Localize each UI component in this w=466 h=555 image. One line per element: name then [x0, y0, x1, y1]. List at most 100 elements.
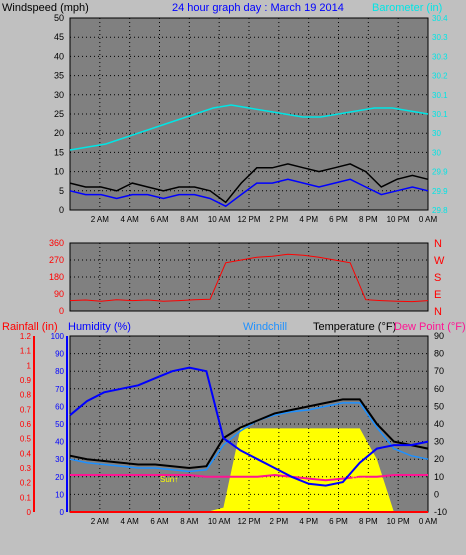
rainfall-tick-label: 0.7	[20, 405, 32, 414]
humidity-tick-label: 60	[55, 402, 64, 411]
rainfall-tick-label: 0	[27, 508, 32, 517]
rainfall-axis-label: Rainfall (in)	[2, 321, 58, 333]
humidity-tick-label: 50	[55, 420, 64, 429]
temperature-x-tick-label: 0 AM	[419, 517, 438, 526]
windspeed-tick-label: 25	[54, 109, 64, 119]
temperature-tick-label: 50	[434, 401, 444, 411]
temperature-tick-label: 0	[434, 489, 439, 499]
windspeed-tick-label: 20	[54, 128, 64, 138]
barometer-tick-label: 29.9	[432, 187, 448, 196]
temperature-tick-label: 80	[434, 349, 444, 359]
humidity-tick-label: 20	[55, 473, 64, 482]
windspeed-tick-label: 40	[54, 51, 64, 61]
wind-direction-tick-label: 360	[49, 238, 64, 248]
wind-direction-tick-label: 0	[59, 306, 64, 316]
barometer-tick-label: 30.3	[432, 52, 448, 61]
windspeed-x-tick-label: 10 PM	[387, 215, 410, 224]
windchill-line	[69, 402, 429, 473]
temperature-x-tick-label: 10 PM	[387, 517, 410, 526]
rainfall-tick-label: 0.6	[20, 420, 32, 429]
windspeed-x-tick-label: 8 PM	[359, 215, 378, 224]
barometer-tick-label: 30.4	[432, 14, 448, 23]
rainfall-tick-label: 1.1	[20, 347, 32, 356]
windspeed-avg-series	[69, 178, 429, 208]
temperature-tick-label: 10	[434, 472, 444, 482]
windspeed-x-tick-label: 4 AM	[121, 215, 140, 224]
humidity-tick-label: 70	[55, 385, 64, 394]
solar-area	[70, 428, 428, 512]
dewpoint-legend: Dew Point (°F)	[394, 321, 466, 333]
windspeed-tick-label: 35	[54, 71, 64, 81]
windspeed-tick-label: 30	[54, 90, 64, 100]
windspeed-y-ticks: 0 5 10 15 20 25 30 35 40 45 50	[54, 13, 64, 215]
temperature-tick-label: 60	[434, 384, 444, 394]
humidity-tick-label: 10	[55, 490, 64, 499]
rainfall-tick-label: 0.8	[20, 391, 32, 400]
windspeed-tick-label: 15	[54, 147, 64, 157]
windspeed-x-ticks: 2 AM 4 AM 6 AM 8 AM 10 AM 12 PM 2 PM 4 PM 6 PM 8 …	[91, 215, 438, 224]
wind-direction-series	[69, 253, 429, 303]
temperature-tick-label: 30	[434, 437, 444, 447]
windspeed-x-tick-label: 2 AM	[91, 215, 110, 224]
windspeed-x-tick-label: 2 PM	[269, 215, 288, 224]
dewpoint-line	[70, 473, 428, 482]
windchill-series	[69, 402, 429, 473]
wind-direction-line	[69, 253, 429, 303]
windspeed-x-tick-label: 6 PM	[329, 215, 348, 224]
humidity-tick-label: 30	[55, 455, 64, 464]
rainfall-tick-label: 0.5	[20, 435, 32, 444]
wind-direction-compass-label: W	[434, 255, 445, 267]
barometer-tick-label: 30.1	[432, 110, 448, 119]
temperature-x-tick-label: 12 PM	[237, 517, 260, 526]
temperature-legend: Temperature (°F)	[313, 321, 396, 333]
humidity-series	[69, 366, 429, 487]
barometer-axis-label: Barometer (in)	[372, 2, 442, 14]
rainfall-tick-label: 0.3	[20, 464, 32, 473]
temperature-tick-label: 40	[434, 419, 444, 429]
windspeed-x-tick-label: 10 AM	[208, 215, 231, 224]
humidity-tick-label: 80	[55, 367, 64, 376]
wind-direction-gridlines	[70, 243, 428, 311]
wind-direction-compass-label: S	[434, 272, 441, 284]
windspeed-x-tick-label: 0 AM	[419, 215, 438, 224]
barometer-line	[69, 104, 429, 151]
temperature-tick-label: 90	[434, 331, 444, 341]
barometer-tick-label: 30	[432, 129, 441, 138]
temperature-x-tick-label: 4 AM	[121, 517, 140, 526]
rainfall-tick-label: 1	[27, 361, 32, 370]
windspeed-tick-label: 0	[59, 205, 64, 215]
rainfall-tick-label: 0.1	[20, 493, 32, 502]
solar-series	[70, 428, 428, 512]
temperature-tick-label: 20	[434, 454, 444, 464]
humidity-tick-label: 0	[60, 508, 65, 517]
humidity-y-ticks: 0 10 20 30 40 50 60 70 80 90 100	[51, 332, 65, 517]
barometer-tick-label: 30.3	[432, 33, 448, 42]
temperature-x-ticks: 2 AM 4 AM 6 AM 8 AM 10 AM 12 PM 2 PM 4 PM 6 PM 8 …	[91, 517, 438, 526]
barometer-tick-label: 30.1	[432, 91, 448, 100]
windspeed-gust-line	[69, 163, 429, 204]
temperature-line	[69, 398, 429, 470]
temperature-x-tick-label: 2 AM	[91, 517, 110, 526]
windspeed-gust-series	[69, 163, 429, 204]
wind-direction-compass-label: E	[434, 289, 441, 301]
humidity-tick-label: 90	[55, 350, 64, 359]
barometer-tick-label: 29.9	[432, 168, 448, 177]
windspeed-tick-label: 50	[54, 13, 64, 23]
windspeed-tick-label: 5	[59, 186, 64, 196]
humidity-tick-label: 100	[51, 332, 65, 341]
wind-direction-compass-label: N	[434, 306, 442, 318]
graph-title: 24 hour graph day : March 19 2014	[172, 2, 344, 14]
windspeed-axis-label: Windspeed (mph)	[2, 2, 89, 14]
barometer-series	[69, 104, 429, 151]
humidity-line	[69, 366, 429, 487]
windspeed-tick-label: 45	[54, 32, 64, 42]
temperature-x-tick-label: 6 PM	[329, 517, 348, 526]
temperature-x-tick-label: 2 PM	[269, 517, 288, 526]
rainfall-tick-label: 1.2	[20, 332, 32, 341]
windspeed-x-tick-label: 8 AM	[180, 215, 199, 224]
windspeed-avg-line	[69, 178, 429, 208]
temperature-x-tick-label: 10 AM	[208, 517, 231, 526]
wind-direction-tick-label: 270	[49, 255, 64, 265]
